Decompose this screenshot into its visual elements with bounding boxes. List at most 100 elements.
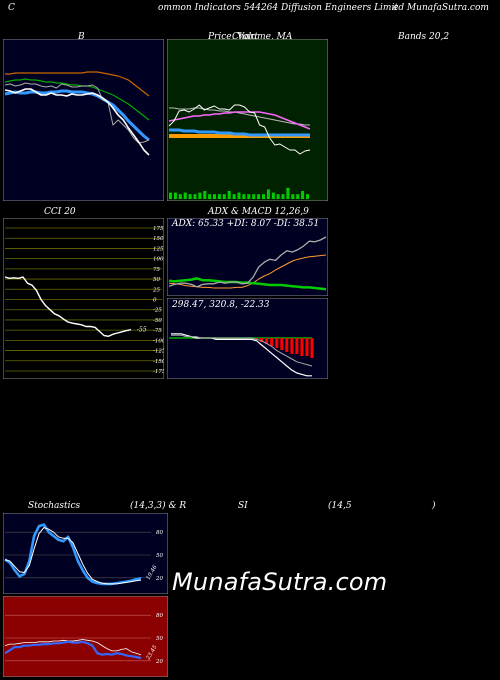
cci-tick-label: 25 — [152, 287, 160, 293]
ma-line-2 — [168, 111, 311, 130]
cci-tick-label: 125 — [153, 246, 164, 252]
cci-tick-label: 50 — [153, 277, 160, 283]
macd-histogram-bar — [305, 338, 309, 356]
volume-bar — [271, 192, 275, 199]
header-site[interactable]: ed MunafaSutra.com — [393, 3, 489, 13]
cci-tick-label: -50 — [153, 318, 162, 324]
cci-tick-label: 100 — [153, 257, 164, 263]
volume-bar — [208, 194, 212, 199]
volume-bar — [252, 194, 256, 199]
macd-values: 298.47, 320.8, -22.33 — [172, 300, 270, 310]
macd-histogram-bar — [285, 338, 289, 352]
volume-bar — [247, 194, 251, 199]
macd-histogram-bar — [295, 338, 299, 354]
volume-bar — [257, 194, 261, 199]
volume-bar — [183, 192, 187, 199]
volume-bar — [198, 192, 202, 199]
volume-bar — [276, 194, 280, 199]
macd-histogram-bar — [270, 338, 274, 346]
volume-bar — [291, 194, 295, 199]
rsi-label: SI — [238, 501, 248, 511]
cci-current-value: -55 — [137, 327, 147, 334]
macd-histogram-bar — [275, 338, 279, 348]
bollinger-lower-line — [5, 71, 150, 97]
volume-bar — [173, 192, 177, 199]
cci-tick-label: -25 — [153, 308, 162, 314]
volume-bar — [222, 194, 226, 199]
stochastics-params: (14,3,3) & R — [130, 501, 187, 511]
volume-bar — [242, 194, 246, 199]
adx-macd-label: ADX & MACD 12,26,9 — [208, 207, 309, 217]
minus-di-line — [168, 236, 327, 288]
volume-bar — [232, 194, 236, 199]
macd-histogram-bar — [265, 338, 269, 344]
rsi-tick-label: 50 — [156, 636, 163, 642]
volume-bar — [169, 192, 172, 199]
volume-bar — [296, 194, 300, 199]
volume-bar — [306, 194, 309, 199]
cci-label: CCI 20 — [44, 207, 76, 217]
volume-bar — [213, 194, 216, 199]
cci-tick-label: 75 — [153, 267, 160, 273]
header-title: ommon Indicators 544264 Diffusion Engine… — [158, 3, 398, 13]
header-c: C — [8, 3, 15, 13]
rsi-tick-label: 20 — [155, 659, 163, 665]
ma-line-1 — [169, 107, 310, 126]
volume-bar — [266, 189, 270, 199]
macd-histogram-bar — [260, 338, 264, 342]
bollinger-ma-line — [4, 89, 150, 142]
volume-bar — [178, 194, 182, 199]
stochastics-k-line — [4, 523, 142, 586]
cci-tick-label: 0 — [153, 298, 157, 304]
price-volume-ma-label-overlap: Chart — [232, 32, 258, 42]
rsi-params-close: ) — [432, 501, 436, 511]
volume-bar — [217, 194, 221, 199]
volume-bar — [286, 187, 290, 199]
price-line — [168, 104, 311, 155]
macd-signal-line — [171, 334, 313, 367]
volume-bar — [227, 191, 231, 199]
macd-histogram-bar — [280, 338, 284, 350]
rsi-tick-label: 80 — [156, 613, 163, 619]
price-volume-ma-chart — [167, 39, 328, 201]
cci-tick-label: -150 — [153, 359, 164, 365]
bollinger-upper-line — [4, 78, 150, 121]
volume-bar — [203, 191, 207, 199]
rsi-params: (14,5 — [328, 501, 352, 511]
cci-chart: 175 150 125 100 75 50 25 0 -25 -50 -75 -100 -125 -150… — [3, 218, 164, 379]
cci-line — [4, 276, 132, 338]
stochastics-tick-label: 20 — [155, 576, 163, 582]
cci-tick-label: -75 — [153, 328, 162, 334]
bollinger-price-line — [4, 88, 150, 156]
price-volume-ma-label: Price, Volume, MA — [208, 32, 293, 42]
volume-bar — [301, 191, 305, 199]
bollinger-label: B — [78, 32, 85, 42]
cci-tick-label: -125 — [153, 349, 164, 355]
bands-label: Bands 20,2 — [398, 32, 450, 42]
stochastics-tick-label: 80 — [156, 530, 163, 536]
cci-tick-label: 150 — [153, 236, 164, 242]
adx-chart — [167, 218, 328, 296]
volume-bar — [281, 194, 285, 199]
watermark: MunafaSutra.com — [172, 568, 388, 596]
volume-bar — [237, 192, 241, 199]
cci-tick-label: -175 — [153, 369, 164, 375]
adx-values: ADX: 65.33 +DI: 8.07 -DI: 38.51 — [172, 219, 320, 229]
macd-line — [171, 333, 312, 377]
stochastics-d-line — [4, 527, 142, 585]
bollinger-mid-line — [4, 82, 150, 144]
bollinger-chart — [3, 39, 164, 201]
cci-tick-label: 175 — [153, 226, 164, 232]
stochastics-tick-label: 50 — [156, 553, 163, 559]
rsi-smooth-line — [4, 639, 142, 656]
volume-bar — [262, 194, 265, 199]
macd-histogram-bar — [310, 338, 314, 358]
rsi-line — [4, 640, 142, 660]
volume-bar — [188, 194, 192, 199]
stochastics-label: Stochastics — [28, 501, 81, 511]
volume-bar — [193, 194, 197, 199]
macd-histogram-bar — [290, 338, 294, 354]
macd-chart — [167, 298, 328, 379]
cci-tick-label: -100 — [153, 338, 164, 344]
